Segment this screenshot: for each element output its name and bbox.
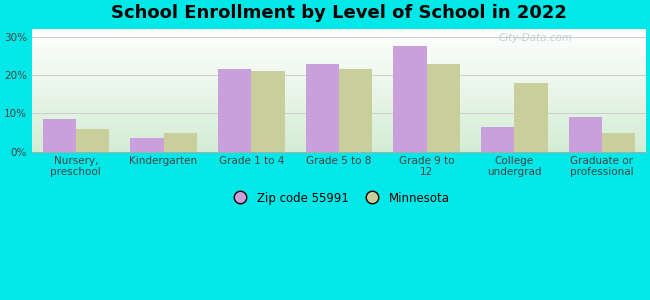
Bar	[252, 71, 285, 152]
Text: City-Data.com: City-Data.com	[499, 33, 573, 43]
Bar	[42, 119, 76, 152]
Bar	[514, 83, 547, 152]
Bar	[339, 69, 372, 152]
Bar	[393, 46, 426, 152]
Bar	[602, 133, 635, 152]
Legend: Zip code 55991, Minnesota: Zip code 55991, Minnesota	[224, 187, 454, 209]
Bar	[164, 133, 197, 152]
Bar	[306, 64, 339, 152]
Bar	[76, 129, 109, 152]
Bar	[426, 64, 460, 152]
Bar	[481, 127, 514, 152]
Title: School Enrollment by Level of School in 2022: School Enrollment by Level of School in …	[111, 4, 567, 22]
Bar	[569, 117, 602, 152]
Bar	[218, 69, 252, 152]
Bar	[130, 138, 164, 152]
